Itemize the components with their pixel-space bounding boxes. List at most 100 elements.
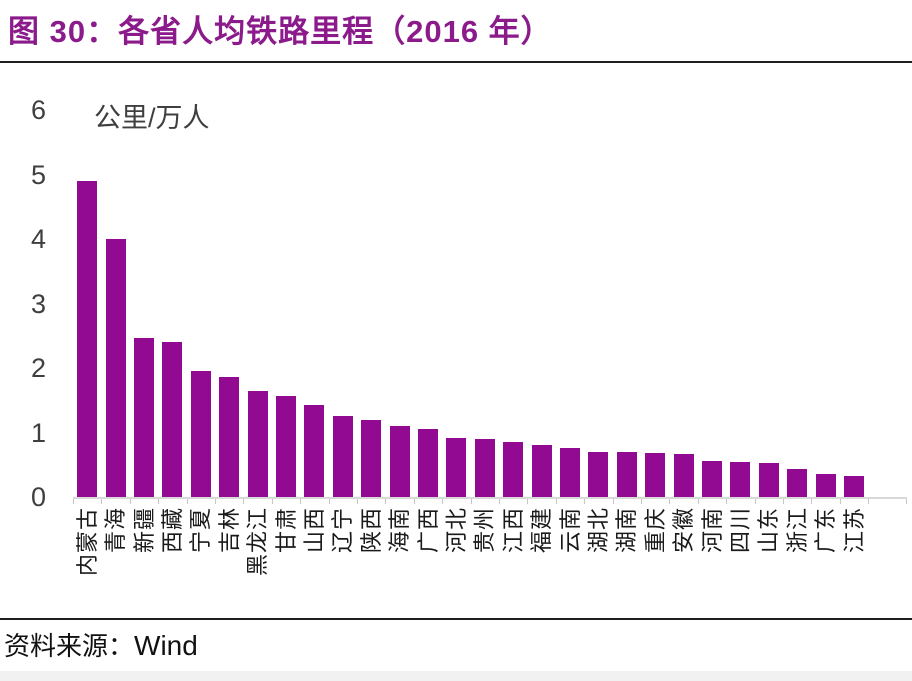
x-axis-label: 辽宁 xyxy=(330,507,356,554)
axis-tick xyxy=(811,499,813,504)
axis-tick xyxy=(754,499,756,504)
axis-tick xyxy=(328,499,330,504)
source-note: 资料来源：Wind xyxy=(4,626,198,663)
axis-tick xyxy=(555,499,557,504)
axis-tick xyxy=(186,499,188,504)
x-axis-label: 吉林 xyxy=(216,507,242,554)
figure-title: 图 30：各省人均铁路里程（2016 年） xyxy=(8,14,553,49)
y-tick-label: 1 xyxy=(30,417,46,448)
bottom-page-band xyxy=(0,671,912,681)
axis-tick xyxy=(839,499,841,504)
axis-tick xyxy=(470,499,472,504)
x-axis-label: 广西 xyxy=(415,507,441,554)
x-axis-label: 江苏 xyxy=(841,507,867,554)
x-axis-label: 青海 xyxy=(103,507,129,554)
x-axis-label: 河南 xyxy=(699,507,725,554)
axis-tick xyxy=(783,499,784,504)
axis-tick xyxy=(101,499,103,504)
x-axis-label: 重庆 xyxy=(642,507,668,554)
axis-tick xyxy=(868,499,870,504)
x-axis-label: 新疆 xyxy=(131,507,157,554)
x-axis-label: 安徽 xyxy=(671,507,697,554)
bar xyxy=(247,391,268,497)
x-axis-label: 海南 xyxy=(387,507,413,554)
bar xyxy=(531,444,552,497)
source-label: 资料来源： xyxy=(4,632,135,661)
x-axis-label: 云南 xyxy=(557,507,583,554)
bar xyxy=(105,239,126,497)
x-axis-label: 广东 xyxy=(813,507,839,554)
bar xyxy=(503,442,524,497)
x-axis-label: 四川 xyxy=(727,507,753,554)
source-value: Wind xyxy=(134,630,198,661)
bar xyxy=(276,395,296,497)
bar xyxy=(77,180,98,497)
bar xyxy=(560,447,580,497)
x-axis-label: 浙江 xyxy=(784,507,810,554)
bar xyxy=(815,474,836,497)
axis-tick xyxy=(442,499,444,504)
x-axis-label: 河北 xyxy=(443,507,469,554)
y-axis-unit-label: 公里/万人 xyxy=(94,103,210,133)
footer-divider-line xyxy=(0,618,912,620)
axis-tick xyxy=(215,499,216,504)
axis-tick xyxy=(413,499,415,504)
axis-tick xyxy=(158,499,160,504)
y-tick-label: 6 xyxy=(30,95,46,125)
x-axis-label: 甘肃 xyxy=(273,507,299,554)
bar xyxy=(418,429,438,497)
bar xyxy=(304,404,325,497)
title-divider-line xyxy=(0,61,912,63)
x-axis-label: 山东 xyxy=(756,507,782,554)
bar xyxy=(730,462,751,497)
bar xyxy=(361,420,382,497)
axis-tick xyxy=(243,499,245,504)
x-axis-line xyxy=(73,497,907,499)
bar xyxy=(758,463,779,497)
axis-tick xyxy=(385,499,387,504)
axis-tick xyxy=(641,499,642,504)
axis-tick xyxy=(300,499,302,504)
bar xyxy=(446,437,467,497)
x-axis-label: 内蒙古 xyxy=(74,507,100,577)
axis-tick xyxy=(726,499,728,504)
axis-tick xyxy=(697,499,699,504)
axis-tick xyxy=(906,499,907,504)
bar xyxy=(219,377,240,497)
x-axis-label: 湖南 xyxy=(614,507,640,554)
y-tick-label: 4 xyxy=(30,224,46,254)
bar xyxy=(645,453,666,497)
axis-tick xyxy=(527,499,529,504)
bar xyxy=(389,426,410,497)
x-axis-label: 宁夏 xyxy=(188,507,214,554)
x-axis-label: 西藏 xyxy=(159,507,185,554)
x-axis-label: 黑龙江 xyxy=(245,507,271,577)
bar xyxy=(673,453,694,497)
axis-tick xyxy=(73,499,74,504)
y-tick-label: 2 xyxy=(30,353,46,383)
axis-tick xyxy=(584,499,586,504)
bar xyxy=(616,452,637,497)
x-axis-label: 江西 xyxy=(500,507,526,554)
axis-tick xyxy=(499,499,500,504)
bar xyxy=(162,342,183,497)
bar xyxy=(844,476,864,497)
axis-tick xyxy=(669,499,671,504)
x-axis-label: 湖北 xyxy=(585,507,611,554)
y-tick-label: 5 xyxy=(30,159,46,190)
x-axis-label: 贵州 xyxy=(472,507,498,554)
axis-tick xyxy=(129,499,131,504)
axis-tick xyxy=(612,499,614,504)
bar xyxy=(134,337,154,497)
axis-tick xyxy=(357,499,358,504)
y-tick-label: 3 xyxy=(30,288,46,319)
bar xyxy=(588,451,609,497)
x-axis-label: 陕西 xyxy=(358,507,384,554)
bar xyxy=(787,469,808,497)
bar xyxy=(474,438,495,497)
axis-tick xyxy=(271,499,273,504)
bar xyxy=(702,460,722,497)
x-axis-label: 山西 xyxy=(301,507,327,554)
y-tick-label: 0 xyxy=(30,482,46,512)
